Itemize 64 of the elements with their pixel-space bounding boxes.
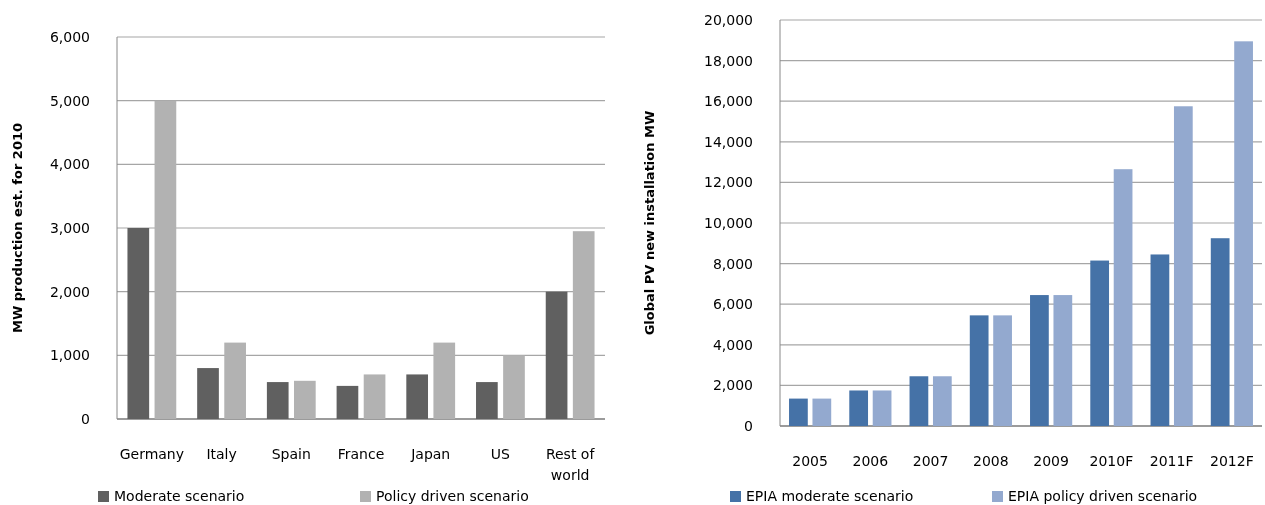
y-tick-label: 4,000 [49, 156, 90, 173]
y-tick-label: 20,000 [704, 11, 753, 28]
x-tick-label: Germany [119, 446, 185, 462]
bar [849, 390, 869, 426]
bar [1090, 260, 1110, 426]
bar [1113, 169, 1133, 426]
y-tick-label: 5,000 [49, 92, 90, 109]
x-tick-label: 2005 [792, 453, 828, 469]
bar [993, 315, 1012, 426]
y-tick-label: 10,000 [704, 214, 753, 231]
y-tick-label: 2,000 [49, 283, 90, 300]
bar [476, 382, 498, 419]
x-tick-label: US [490, 446, 511, 462]
bar [1030, 295, 1049, 426]
y-tick-label: 6,000 [49, 28, 90, 45]
bar [812, 398, 832, 426]
x-tick-label: Japan [410, 446, 451, 462]
y-tick-label: 14,000 [704, 133, 753, 150]
bar [266, 382, 289, 419]
x-tick-label: 2007 [912, 453, 949, 469]
x-tick-label: France [337, 446, 385, 462]
bar [545, 291, 568, 419]
y-tick-label: 2,000 [712, 377, 753, 394]
legend-label: EPIA moderate scenario [746, 488, 914, 504]
bar [1210, 238, 1230, 426]
x-tick-label: 2010F [1089, 453, 1134, 469]
y-tick-label: 6,000 [712, 296, 753, 313]
y-tick-label: 12,000 [704, 174, 753, 191]
x-tick-label: 2011F [1149, 453, 1194, 469]
bar [1150, 254, 1170, 426]
bar [1173, 106, 1193, 426]
legend-label: Moderate scenario [114, 488, 245, 504]
bar [789, 398, 808, 426]
bar [872, 390, 892, 426]
x-tick-label: Italy [206, 446, 237, 462]
y-tick-label: 0 [744, 417, 753, 434]
bar [127, 228, 150, 419]
y-tick-label: 16,000 [704, 93, 753, 110]
y-tick-label: 8,000 [712, 255, 753, 272]
x-tick-label: Rest of world [545, 446, 596, 483]
y-tick-label: 18,000 [704, 52, 753, 69]
y-tick-label: 0 [81, 410, 90, 427]
bar [1234, 41, 1253, 426]
bar [969, 315, 989, 426]
y-tick-label: 1,000 [49, 347, 90, 364]
y-tick-label: 3,000 [49, 219, 90, 236]
legend-label: EPIA policy driven scenario [1008, 488, 1198, 504]
bar [1053, 295, 1073, 426]
x-tick-label: 2009 [1033, 453, 1069, 469]
bar [932, 376, 952, 426]
legend-label: Policy driven scenario [376, 488, 529, 504]
bar [406, 374, 428, 419]
x-tick-label: 2012F [1210, 453, 1254, 469]
bar [336, 385, 359, 419]
y-tick-label: 4,000 [712, 336, 753, 353]
bar [197, 368, 219, 419]
y-axis-title: Global PV new installation MW [642, 110, 657, 336]
x-tick-label: Spain [271, 446, 311, 462]
x-tick-label: 2008 [973, 453, 1009, 469]
bar [294, 380, 316, 419]
bar [909, 376, 929, 426]
x-tick-label: 2006 [852, 453, 889, 469]
bar [363, 374, 386, 419]
y-axis-title: MW production est. for 2010 [10, 122, 25, 334]
